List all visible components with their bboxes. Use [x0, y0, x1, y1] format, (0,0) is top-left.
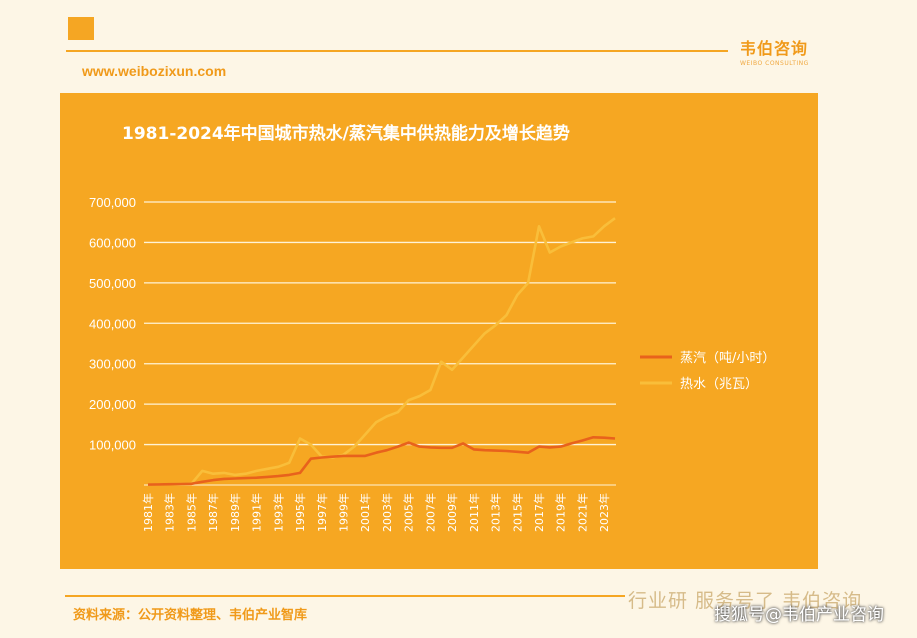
x-tick-label: 2017年 — [532, 493, 546, 532]
series-layer — [147, 217, 616, 486]
series-line — [147, 217, 616, 486]
brand-name-en: WEIBO CONSULTING — [740, 60, 809, 67]
x-tick-label: 2021年 — [575, 493, 589, 532]
x-tick-label: 2013年 — [489, 493, 503, 532]
brand-name: 韦伯咨询 — [740, 39, 809, 58]
x-tick-label: 2023年 — [597, 493, 611, 532]
x-tick-label: 1985年 — [184, 493, 198, 532]
y-axis: 700,000 600,000 500,000 400,000 300,000 200,0… — [89, 195, 136, 453]
y-tick-label: 500,000 — [89, 276, 136, 291]
watermark-text: 行业研 服务号了 韦伯咨询 — [628, 590, 863, 612]
sohu-watermark: 搜狐号@韦伯产业咨询 — [714, 605, 884, 625]
x-tick-label: 1983年 — [163, 493, 177, 532]
x-tick-label: 2005年 — [402, 493, 416, 532]
brand-logo: 韦伯咨询 WEIBO CONSULTING — [740, 35, 809, 67]
x-tick-label: 1997年 — [315, 493, 329, 532]
source-note: 资料来源：公开资料整理、韦伯产业智库 — [73, 608, 308, 623]
chart-panel: 1981-2024年中国城市热水/蒸汽集中供热能力及增长趋势 700,000 60… — [60, 93, 818, 569]
legend-label: 蒸汽（吨/小时） — [680, 351, 775, 366]
x-tick-label: 2001年 — [358, 493, 372, 532]
chart-svg: 1981-2024年中国城市热水/蒸汽集中供热能力及增长趋势 700,000 60… — [89, 123, 775, 532]
x-tick-label: 2003年 — [380, 493, 394, 532]
legend: 蒸汽（吨/小时） 热水（兆瓦） — [640, 351, 775, 392]
x-axis: 1981年 1983年 1985年 1987年 1989年 1991年 1993年 1995年… — [141, 493, 611, 532]
y-tick-label: 700,000 — [89, 195, 136, 210]
x-tick-label: 2019年 — [554, 493, 568, 532]
series-line — [147, 436, 616, 486]
logo-square — [68, 17, 94, 40]
y-tick-label: 600,000 — [89, 235, 136, 250]
x-tick-label: 1987年 — [206, 493, 220, 532]
chart-title: 1981-2024年中国城市热水/蒸汽集中供热能力及增长趋势 — [122, 123, 570, 144]
footer-divider — [65, 595, 625, 597]
grid-layer — [144, 201, 616, 486]
x-tick-label: 1989年 — [228, 493, 242, 532]
y-tick-label: 300,000 — [89, 357, 136, 372]
x-tick-label: 2007年 — [423, 493, 437, 532]
x-tick-label: 2011年 — [467, 493, 481, 532]
legend-label: 热水（兆瓦） — [680, 377, 758, 392]
x-tick-label: 1981年 — [141, 493, 155, 532]
x-tick-label: 2009年 — [445, 493, 459, 532]
x-tick-label: 1991年 — [250, 493, 264, 532]
x-tick-label: 2015年 — [510, 493, 524, 532]
website-link[interactable]: www.weibozixun.com — [82, 63, 227, 79]
header-divider — [66, 50, 728, 52]
x-tick-label: 1999年 — [336, 493, 350, 532]
x-tick-label: 1993年 — [271, 493, 285, 532]
y-tick-label: 100,000 — [89, 438, 136, 453]
x-tick-label: 1995年 — [293, 493, 307, 532]
y-tick-label: 400,000 — [89, 316, 136, 331]
y-tick-label: 200,000 — [89, 397, 136, 412]
